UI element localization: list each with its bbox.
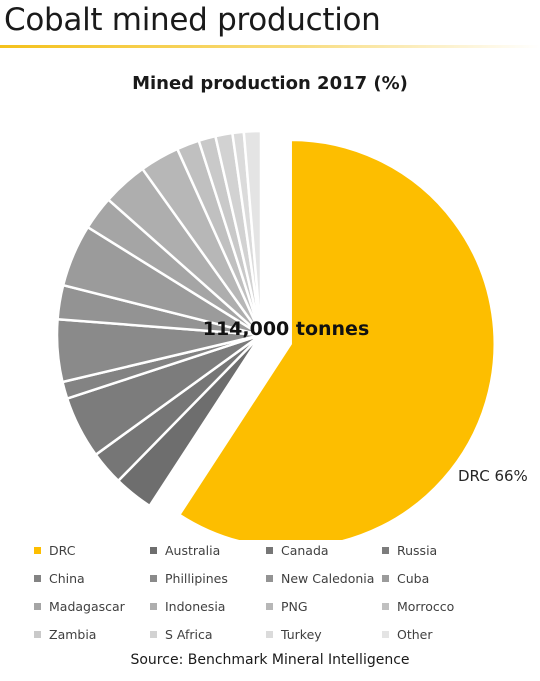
legend-label: Morrocco xyxy=(397,598,455,614)
legend-item-other: Other xyxy=(382,625,498,643)
legend-swatch xyxy=(382,574,389,582)
center-label: 114,000 tonnes xyxy=(203,318,370,340)
source-note: Source: Benchmark Mineral Intelligence xyxy=(130,652,410,668)
legend-label: DRC xyxy=(49,542,76,558)
legend-item-drc: DRC xyxy=(34,541,150,559)
pie-chart: 114,000 tonnes DRC 66% xyxy=(55,129,528,540)
legend-swatch xyxy=(266,574,273,582)
legend-item-australia: Australia xyxy=(150,541,266,559)
legend-swatch xyxy=(34,630,41,638)
legend-label: Australia xyxy=(165,542,221,558)
legend: DRC Australia Canada Russia China Phillipines… xyxy=(34,541,534,643)
legend-swatch xyxy=(382,602,389,610)
legend-item-canada: Canada xyxy=(266,541,382,559)
title-rule xyxy=(0,45,540,48)
legend-label: China xyxy=(49,570,85,586)
legend-label: PNG xyxy=(281,598,308,614)
legend-item-s-africa: S Africa xyxy=(150,625,266,643)
legend-swatch xyxy=(34,602,41,610)
legend-label: New Caledonia xyxy=(281,570,375,586)
legend-item-madagascar: Madagascar xyxy=(34,597,150,615)
legend-label: Madagascar xyxy=(49,598,125,614)
legend-item-russia: Russia xyxy=(382,541,498,559)
slide-title: Cobalt mined production xyxy=(4,2,381,38)
legend-label: Zambia xyxy=(49,626,97,642)
legend-label: S Africa xyxy=(165,626,213,642)
legend-swatch xyxy=(382,546,389,554)
legend-label: Turkey xyxy=(281,626,322,642)
legend-swatch xyxy=(34,574,41,582)
legend-item-cuba: Cuba xyxy=(382,569,498,587)
legend-label: Russia xyxy=(397,542,438,558)
legend-swatch xyxy=(150,602,157,610)
legend-label: Other xyxy=(397,626,433,642)
legend-swatch xyxy=(266,602,273,610)
legend-swatch xyxy=(266,546,273,554)
legend-item-morrocco: Morrocco xyxy=(382,597,498,615)
chart-title: Mined production 2017 (%) xyxy=(132,73,408,94)
pie-slice-other xyxy=(242,129,263,337)
legend-swatch xyxy=(150,630,157,638)
legend-swatch xyxy=(382,630,389,638)
legend-item-turkey: Turkey xyxy=(266,625,382,643)
legend-item-png: PNG xyxy=(266,597,382,615)
pie-slice-drc xyxy=(178,138,496,540)
legend-item-zambia: Zambia xyxy=(34,625,150,643)
legend-label: Canada xyxy=(281,542,329,558)
legend-swatch xyxy=(266,630,273,638)
legend-swatch xyxy=(150,546,157,554)
legend-item-phillipines: Phillipines xyxy=(150,569,266,587)
legend-label: Cuba xyxy=(397,570,430,586)
legend-item-china: China xyxy=(34,569,150,587)
legend-item-indonesia: Indonesia xyxy=(150,597,266,615)
legend-item-new-caledonia: New Caledonia xyxy=(266,569,382,587)
legend-swatch xyxy=(150,574,157,582)
legend-label: Indonesia xyxy=(165,598,226,614)
slice-data-label: DRC 66% xyxy=(458,467,528,485)
legend-label: Phillipines xyxy=(165,570,228,586)
legend-swatch xyxy=(34,546,41,554)
